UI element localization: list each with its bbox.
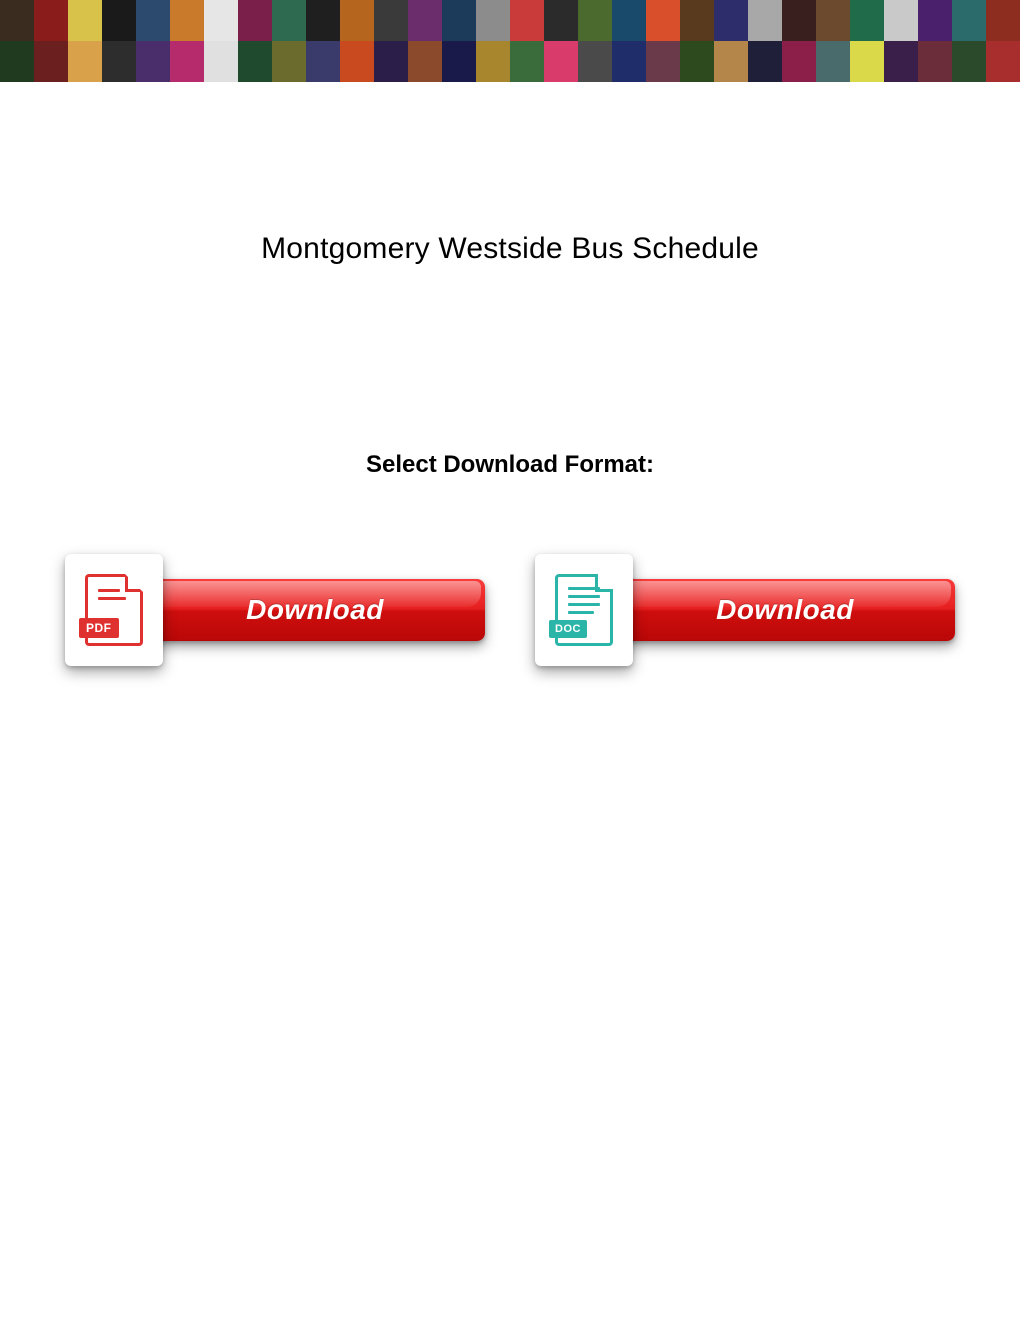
banner-tile bbox=[306, 0, 340, 41]
banner-tile bbox=[510, 0, 544, 41]
banner-tile bbox=[170, 41, 204, 82]
banner-tile bbox=[986, 41, 1020, 82]
banner-tile bbox=[612, 41, 646, 82]
banner-tile bbox=[306, 41, 340, 82]
doc-file-icon: DOC bbox=[555, 574, 613, 646]
banner-tile bbox=[884, 0, 918, 41]
doc-download-button[interactable]: Download bbox=[615, 579, 955, 641]
banner-tile bbox=[646, 0, 680, 41]
banner-tile bbox=[102, 41, 136, 82]
banner-tile bbox=[136, 41, 170, 82]
banner-tile bbox=[204, 0, 238, 41]
banner-tile bbox=[136, 0, 170, 41]
banner-tile bbox=[476, 41, 510, 82]
banner-tile bbox=[714, 41, 748, 82]
pdf-download-block: PDF Download bbox=[65, 554, 485, 666]
banner-tile bbox=[102, 0, 136, 41]
banner-tile bbox=[272, 41, 306, 82]
banner-tile bbox=[748, 41, 782, 82]
banner-tile bbox=[680, 41, 714, 82]
download-options-row: PDF Download DOC Download bbox=[0, 554, 1020, 666]
banner-tile bbox=[680, 0, 714, 41]
banner-tile bbox=[238, 41, 272, 82]
banner-tile bbox=[816, 0, 850, 41]
banner-tile bbox=[646, 41, 680, 82]
pdf-badge-label: PDF bbox=[79, 618, 119, 638]
pdf-file-icon: PDF bbox=[85, 574, 143, 646]
banner-tile bbox=[374, 41, 408, 82]
banner-tile bbox=[442, 41, 476, 82]
banner-tile bbox=[612, 0, 646, 41]
banner-tile bbox=[986, 0, 1020, 41]
banner-tile bbox=[238, 0, 272, 41]
banner-tile bbox=[0, 41, 34, 82]
banner-tile bbox=[816, 41, 850, 82]
banner-tile bbox=[578, 41, 612, 82]
banner-tile bbox=[884, 41, 918, 82]
banner-tile bbox=[578, 0, 612, 41]
banner-tile bbox=[850, 0, 884, 41]
banner-tile bbox=[408, 0, 442, 41]
banner-tile bbox=[374, 0, 408, 41]
banner-tile bbox=[918, 0, 952, 41]
banner-tile bbox=[408, 41, 442, 82]
banner-tile bbox=[510, 41, 544, 82]
header-banner bbox=[0, 0, 1020, 82]
pdf-icon-card: PDF bbox=[65, 554, 163, 666]
banner-tile bbox=[340, 0, 374, 41]
banner-tile bbox=[68, 0, 102, 41]
banner-tile bbox=[952, 0, 986, 41]
banner-tile bbox=[918, 41, 952, 82]
banner-tile bbox=[0, 0, 34, 41]
banner-tile bbox=[748, 0, 782, 41]
banner-tile bbox=[204, 41, 238, 82]
banner-tile bbox=[544, 41, 578, 82]
banner-tile bbox=[170, 0, 204, 41]
pdf-download-button[interactable]: Download bbox=[145, 579, 485, 641]
doc-icon-card: DOC bbox=[535, 554, 633, 666]
banner-tile bbox=[34, 0, 68, 41]
banner-tile bbox=[476, 0, 510, 41]
banner-tile bbox=[340, 41, 374, 82]
doc-download-block: DOC Download bbox=[535, 554, 955, 666]
doc-badge-label: DOC bbox=[549, 620, 587, 638]
page-title: Montgomery Westside Bus Schedule bbox=[0, 232, 1020, 266]
banner-tile bbox=[442, 0, 476, 41]
banner-tile bbox=[782, 41, 816, 82]
select-format-label: Select Download Format: bbox=[0, 451, 1020, 479]
banner-tile bbox=[68, 41, 102, 82]
banner-tile bbox=[544, 0, 578, 41]
banner-tile bbox=[714, 0, 748, 41]
banner-tile bbox=[34, 41, 68, 82]
banner-tile bbox=[952, 41, 986, 82]
banner-tile bbox=[850, 41, 884, 82]
banner-tile bbox=[272, 0, 306, 41]
banner-tile bbox=[782, 0, 816, 41]
